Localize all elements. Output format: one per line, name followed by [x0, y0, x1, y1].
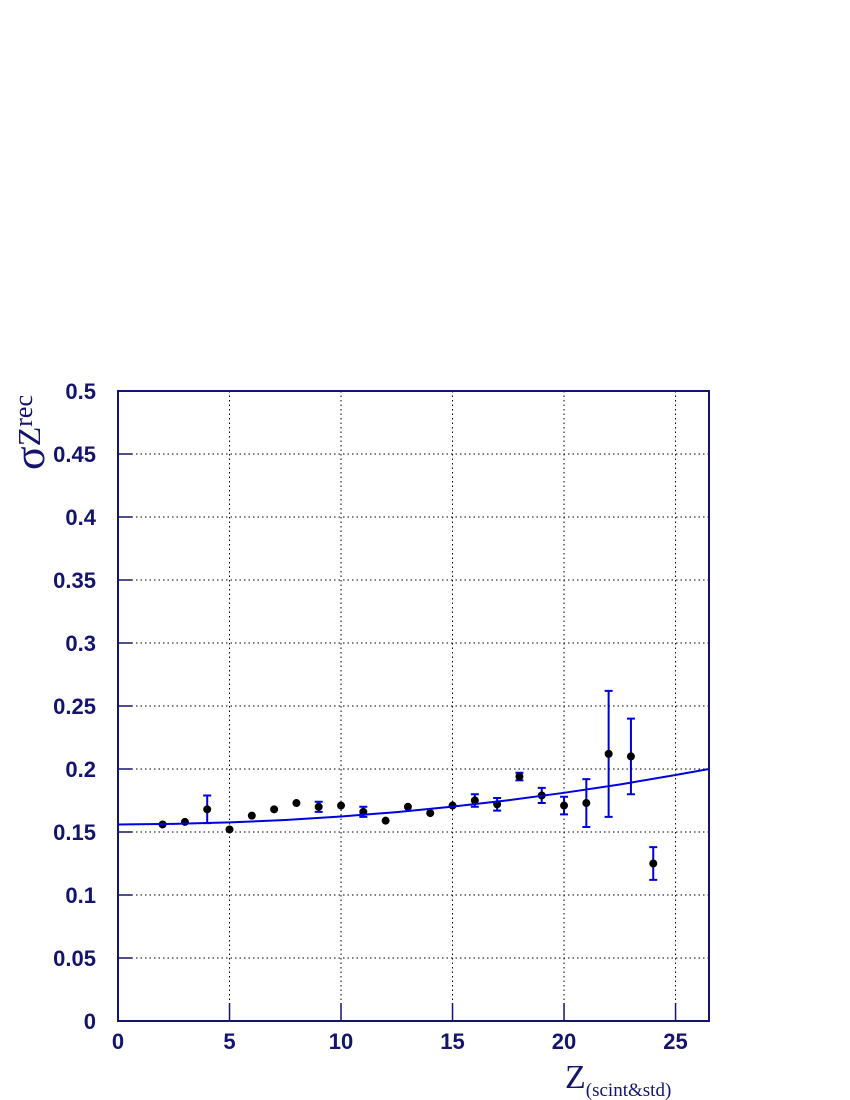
y-tick-label: 0.35	[53, 568, 96, 593]
data-point	[203, 805, 212, 814]
y-tick-label: 0.45	[53, 442, 96, 467]
y-tick-label: 0.05	[53, 946, 96, 971]
x-tick-label: 20	[552, 1029, 576, 1054]
data-point	[515, 772, 524, 781]
data-point	[626, 752, 635, 761]
x-label-sub: (scint&std)	[586, 1080, 672, 1100]
x-tick-label: 10	[329, 1029, 353, 1054]
data-point	[337, 801, 346, 810]
x-tick-label: 0	[112, 1029, 124, 1054]
data-point	[426, 809, 435, 818]
data-point	[582, 799, 591, 808]
y-tick-label: 0.25	[53, 694, 96, 719]
x-tick-label: 25	[663, 1029, 687, 1054]
data-point	[225, 825, 234, 834]
y-label-sub: Z	[11, 427, 47, 447]
data-point	[649, 859, 658, 868]
y-tick-label: 0	[84, 1009, 96, 1034]
data-point	[604, 749, 613, 758]
data-point	[470, 796, 479, 805]
y-tick-label: 0.4	[65, 505, 96, 530]
y-label-main: σ	[5, 446, 54, 470]
data-point	[560, 801, 569, 810]
x-axis-label: Z(scint&std)	[565, 1059, 671, 1100]
data-point	[180, 817, 189, 826]
y-axis-label: σZrec	[5, 395, 54, 470]
y-tick-label: 0.5	[65, 379, 96, 404]
data-point	[270, 805, 279, 814]
plot-frame	[117, 390, 710, 1022]
x-label-main: Z	[565, 1059, 586, 1096]
data-point	[381, 816, 390, 825]
data-point	[314, 802, 323, 811]
y-tick-label: 0.15	[53, 820, 96, 845]
x-tick-label: 5	[223, 1029, 235, 1054]
y-tick-label: 0.2	[65, 757, 96, 782]
data-point	[247, 811, 256, 820]
y-tick-label: 0.1	[65, 883, 96, 908]
x-tick-label: 15	[440, 1029, 464, 1054]
y-tick-label: 0.3	[65, 631, 96, 656]
data-point	[403, 802, 412, 811]
y-label-subsub: rec	[9, 395, 38, 427]
data-point	[292, 799, 301, 808]
fit-line	[117, 768, 710, 826]
